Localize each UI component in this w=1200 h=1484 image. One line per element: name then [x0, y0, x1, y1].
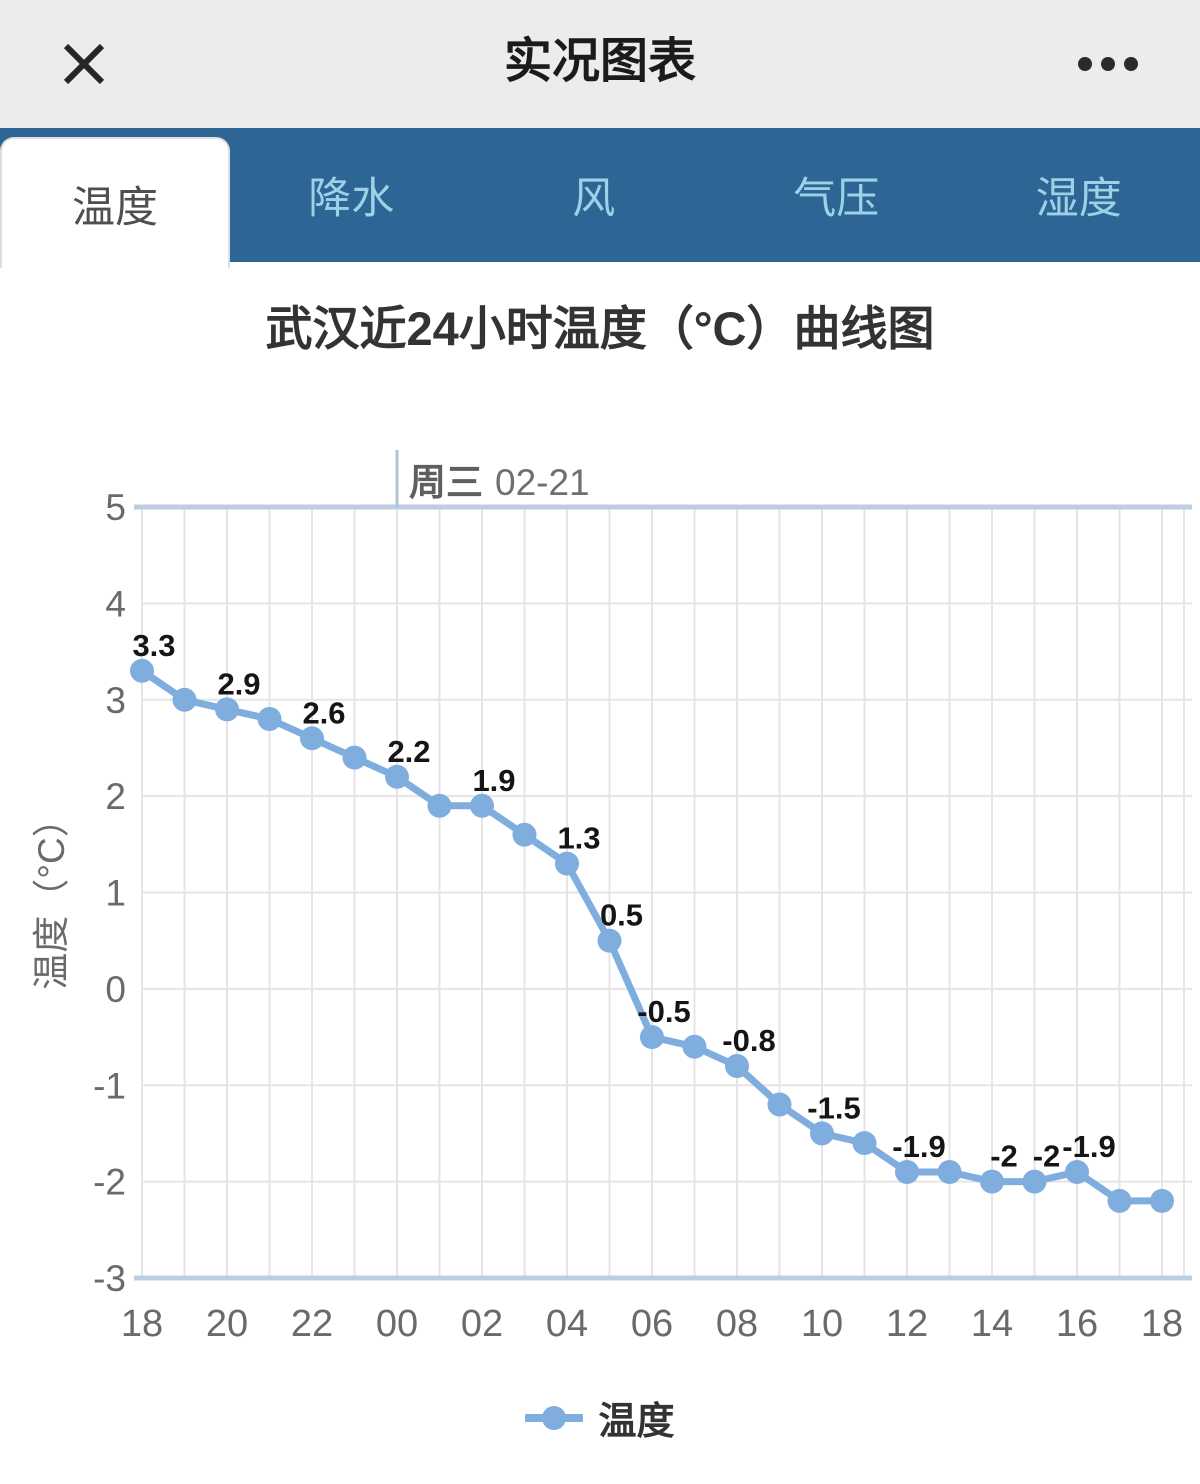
- close-icon: [63, 43, 105, 85]
- y-tick-label: 0: [105, 969, 126, 1010]
- y-tick-label: 5: [105, 487, 126, 528]
- data-point[interactable]: [682, 1034, 707, 1059]
- chart-title: 武汉近24小时温度（°C）曲线图: [265, 302, 935, 355]
- y-tick-label: -1: [93, 1065, 126, 1106]
- data-point-label: -0.8: [722, 1023, 775, 1058]
- y-tick-label: -2: [93, 1162, 126, 1203]
- data-point[interactable]: [980, 1169, 1004, 1194]
- data-point[interactable]: [937, 1160, 962, 1184]
- data-point[interactable]: [1107, 1188, 1132, 1213]
- data-point-label: -2: [990, 1139, 1018, 1174]
- data-point[interactable]: [470, 793, 494, 818]
- y-tick-label: 4: [105, 583, 126, 624]
- more-menu-button[interactable]: [1062, 40, 1154, 88]
- tab-humidity[interactable]: 湿度: [1035, 175, 1122, 223]
- data-point[interactable]: [300, 726, 324, 751]
- data-point-label: -0.5: [637, 994, 690, 1029]
- tab-precipitation[interactable]: 降水: [308, 175, 395, 223]
- data-point[interactable]: [172, 687, 197, 712]
- data-point-label: 2.2: [387, 734, 430, 769]
- x-tick-label: 18: [1141, 1303, 1183, 1345]
- data-point[interactable]: [1022, 1169, 1047, 1194]
- chart-legend: 温度: [0, 1390, 1200, 1445]
- y-axis-title: 温度（°C）: [31, 800, 72, 990]
- data-point-label: -1.9: [892, 1129, 945, 1164]
- data-point[interactable]: [725, 1054, 749, 1078]
- data-point[interactable]: [852, 1131, 877, 1156]
- y-tick-label: 2: [105, 776, 126, 817]
- x-tick-label: 18: [121, 1303, 163, 1345]
- data-point[interactable]: [555, 851, 579, 876]
- legend-label: 温度: [598, 1401, 675, 1443]
- data-point-label: 2.6: [302, 695, 345, 730]
- header: 实况图表: [0, 0, 1200, 128]
- data-point[interactable]: [342, 745, 367, 770]
- data-point[interactable]: [215, 697, 239, 722]
- y-tick-label: -3: [93, 1258, 126, 1299]
- data-point[interactable]: [130, 658, 154, 683]
- data-point-label: 0.5: [600, 898, 643, 933]
- data-point-label: -2: [1033, 1139, 1061, 1174]
- data-point-label: -1.5: [807, 1090, 860, 1125]
- ellipsis-dot-icon: [1078, 57, 1092, 71]
- data-point[interactable]: [257, 707, 282, 731]
- data-point-label: 2.9: [217, 666, 260, 701]
- data-point[interactable]: [640, 1025, 664, 1050]
- data-point[interactable]: [1150, 1188, 1174, 1213]
- data-point[interactable]: [767, 1092, 792, 1117]
- tab-temperature[interactable]: 温度: [0, 137, 230, 268]
- page-title: 实况图表: [503, 35, 696, 88]
- data-point-label: -1.9: [1062, 1129, 1115, 1164]
- annotation-day-label: 周三: [409, 462, 483, 503]
- legend-item-temperature[interactable]: 温度: [525, 1390, 675, 1445]
- temperature-chart[interactable]: 5 4 3 2 1 0 -1 -2 -3 18 20 22 00 02 04 06 08 10 12 14 16 18 温度…: [0, 440, 1200, 1360]
- x-tick-label: 12: [886, 1303, 928, 1345]
- x-tick-label: 06: [631, 1303, 673, 1345]
- tab-wind[interactable]: 风: [572, 175, 616, 223]
- tab-pressure[interactable]: 气压: [793, 175, 880, 223]
- x-tick-label: 20: [206, 1303, 248, 1345]
- data-point-label: 1.9: [472, 763, 515, 798]
- x-tick-label: 16: [1056, 1303, 1098, 1345]
- y-tick-label: 1: [105, 873, 126, 914]
- x-tick-label: 14: [971, 1303, 1013, 1345]
- data-point-label: 3.3: [132, 628, 175, 663]
- y-tick-label: 3: [105, 680, 126, 721]
- x-tick-label: 22: [291, 1303, 333, 1345]
- x-tick-label: 02: [461, 1303, 503, 1345]
- data-point[interactable]: [597, 928, 622, 953]
- x-tick-label: 10: [801, 1303, 843, 1345]
- data-point[interactable]: [810, 1121, 834, 1146]
- x-tick-label: 00: [376, 1303, 418, 1345]
- data-point-label: 1.3: [557, 821, 600, 856]
- close-button[interactable]: [52, 32, 116, 96]
- data-point[interactable]: [385, 764, 409, 789]
- x-tick-label: 08: [716, 1303, 758, 1345]
- annotation-date-label: 02-21: [495, 462, 590, 503]
- ellipsis-dot-icon: [1101, 57, 1115, 71]
- data-point[interactable]: [895, 1160, 919, 1184]
- legend-line-marker-icon: [525, 1405, 584, 1430]
- tab-bar: 温度 降水 风 气压 湿度: [0, 128, 1200, 268]
- data-point[interactable]: [1065, 1160, 1089, 1184]
- data-point[interactable]: [512, 822, 537, 847]
- data-point[interactable]: [427, 793, 452, 818]
- x-tick-label: 04: [546, 1303, 588, 1345]
- ellipsis-dot-icon: [1124, 57, 1138, 71]
